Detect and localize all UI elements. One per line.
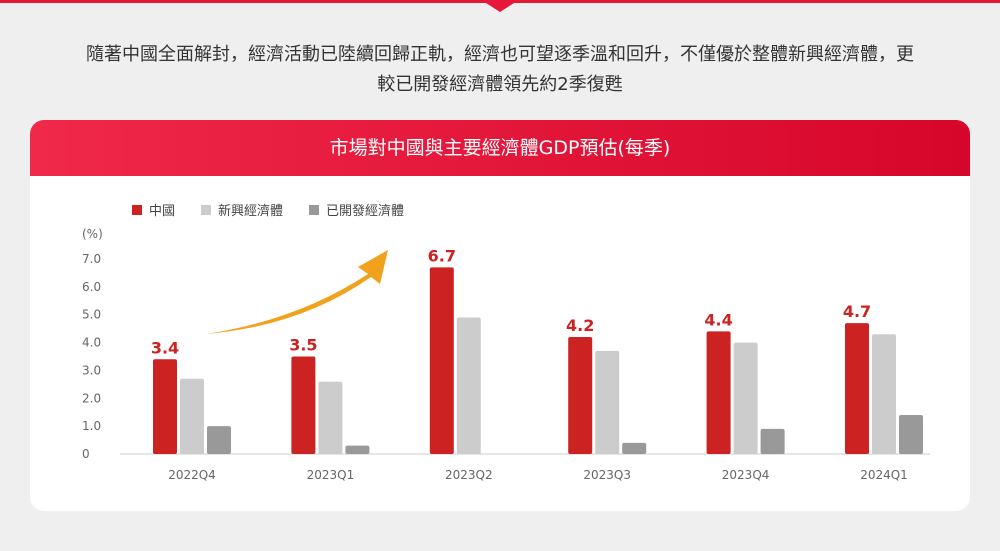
legend-label-china: 中國 bbox=[149, 204, 176, 219]
x-tick-label: 2023Q3 bbox=[583, 468, 631, 482]
intro-text: 隨著中國全面解封，經濟活動已陸續回歸正軌，經濟也可望逐季溫和回升，不僅優於整體新… bbox=[30, 40, 970, 100]
y-tick-label: 6.0 bbox=[82, 280, 101, 294]
bar-chart: (%) 0 1.0 2.0 3.0 4.0 5.0 6.0 7.0 3.4 2022Q4 3.5 202… bbox=[82, 227, 930, 482]
chart-card: 市場對中國與主要經濟體GDP預估(每季) (%) 0 1.0 2.0 3.0 4.0 5.0… bbox=[30, 120, 970, 511]
y-tick-label: 5.0 bbox=[82, 308, 101, 322]
bar-developed bbox=[207, 426, 231, 454]
legend-item-emerging: 新興經濟體 bbox=[201, 200, 283, 219]
legend-item-developed: 已開發經濟體 bbox=[309, 200, 404, 219]
bar-china bbox=[706, 331, 731, 454]
y-tick-label: 2.0 bbox=[82, 391, 101, 405]
x-tick-label: 2022Q4 bbox=[168, 468, 216, 482]
bar-china bbox=[845, 323, 869, 454]
legend-swatch-china bbox=[132, 204, 142, 215]
bar-china bbox=[429, 267, 454, 454]
data-label-china: 4.7 bbox=[843, 302, 871, 321]
data-label-china: 3.4 bbox=[151, 338, 179, 357]
bar-developed bbox=[622, 442, 647, 454]
chart-legend: 中國 新興經濟體 已開發經濟體 bbox=[132, 200, 404, 219]
y-tick-label: 1.0 bbox=[82, 419, 101, 433]
legend-swatch-developed bbox=[309, 204, 320, 215]
bar-emerging bbox=[318, 381, 343, 454]
bar-emerging bbox=[595, 350, 620, 454]
legend-label-developed: 已開發經濟體 bbox=[326, 204, 405, 219]
bar-china bbox=[153, 359, 177, 454]
data-label-china: 4.4 bbox=[704, 310, 732, 329]
intro-line-2: 較已開發經濟體領先約2季復甦 bbox=[377, 74, 623, 95]
bar-developed bbox=[760, 428, 785, 454]
legend-item-china: 中國 bbox=[132, 200, 175, 219]
bar-china bbox=[291, 356, 316, 454]
x-tick-label: 2023Q4 bbox=[722, 468, 770, 482]
y-axis-unit-label: (%) bbox=[82, 227, 103, 241]
legend-label-emerging: 新興經濟體 bbox=[218, 204, 284, 219]
bar-developed bbox=[345, 445, 370, 454]
top-notch-indicator bbox=[486, 3, 514, 12]
y-tick-label: 3.0 bbox=[82, 363, 101, 377]
top-accent-bar bbox=[0, 0, 1000, 3]
x-tick-label: 2023Q1 bbox=[307, 468, 355, 482]
bar-developed bbox=[899, 415, 923, 454]
bar-emerging bbox=[733, 342, 758, 454]
intro-line-1: 隨著中國全面解封，經濟活動已陸續回歸正軌，經濟也可望逐季溫和回升，不僅優於整體新… bbox=[86, 44, 914, 65]
data-label-china: 6.7 bbox=[428, 246, 456, 265]
chart-title: 市場對中國與主要經濟體GDP預估(每季) bbox=[30, 120, 970, 176]
bar-emerging bbox=[456, 317, 481, 454]
x-tick-label: 2023Q2 bbox=[445, 468, 493, 482]
trend-arrow-icon bbox=[206, 250, 388, 334]
y-tick-label: 7.0 bbox=[82, 252, 101, 266]
bar-china bbox=[568, 337, 593, 454]
x-tick-label: 2024Q1 bbox=[860, 468, 908, 482]
data-label-china: 4.2 bbox=[566, 316, 594, 335]
bar-emerging bbox=[872, 334, 896, 454]
bar-emerging bbox=[180, 378, 204, 454]
y-tick-label: 0 bbox=[82, 447, 90, 461]
legend-swatch-emerging bbox=[201, 204, 212, 215]
y-tick-label: 4.0 bbox=[82, 336, 101, 350]
data-label-china: 3.5 bbox=[289, 336, 317, 355]
